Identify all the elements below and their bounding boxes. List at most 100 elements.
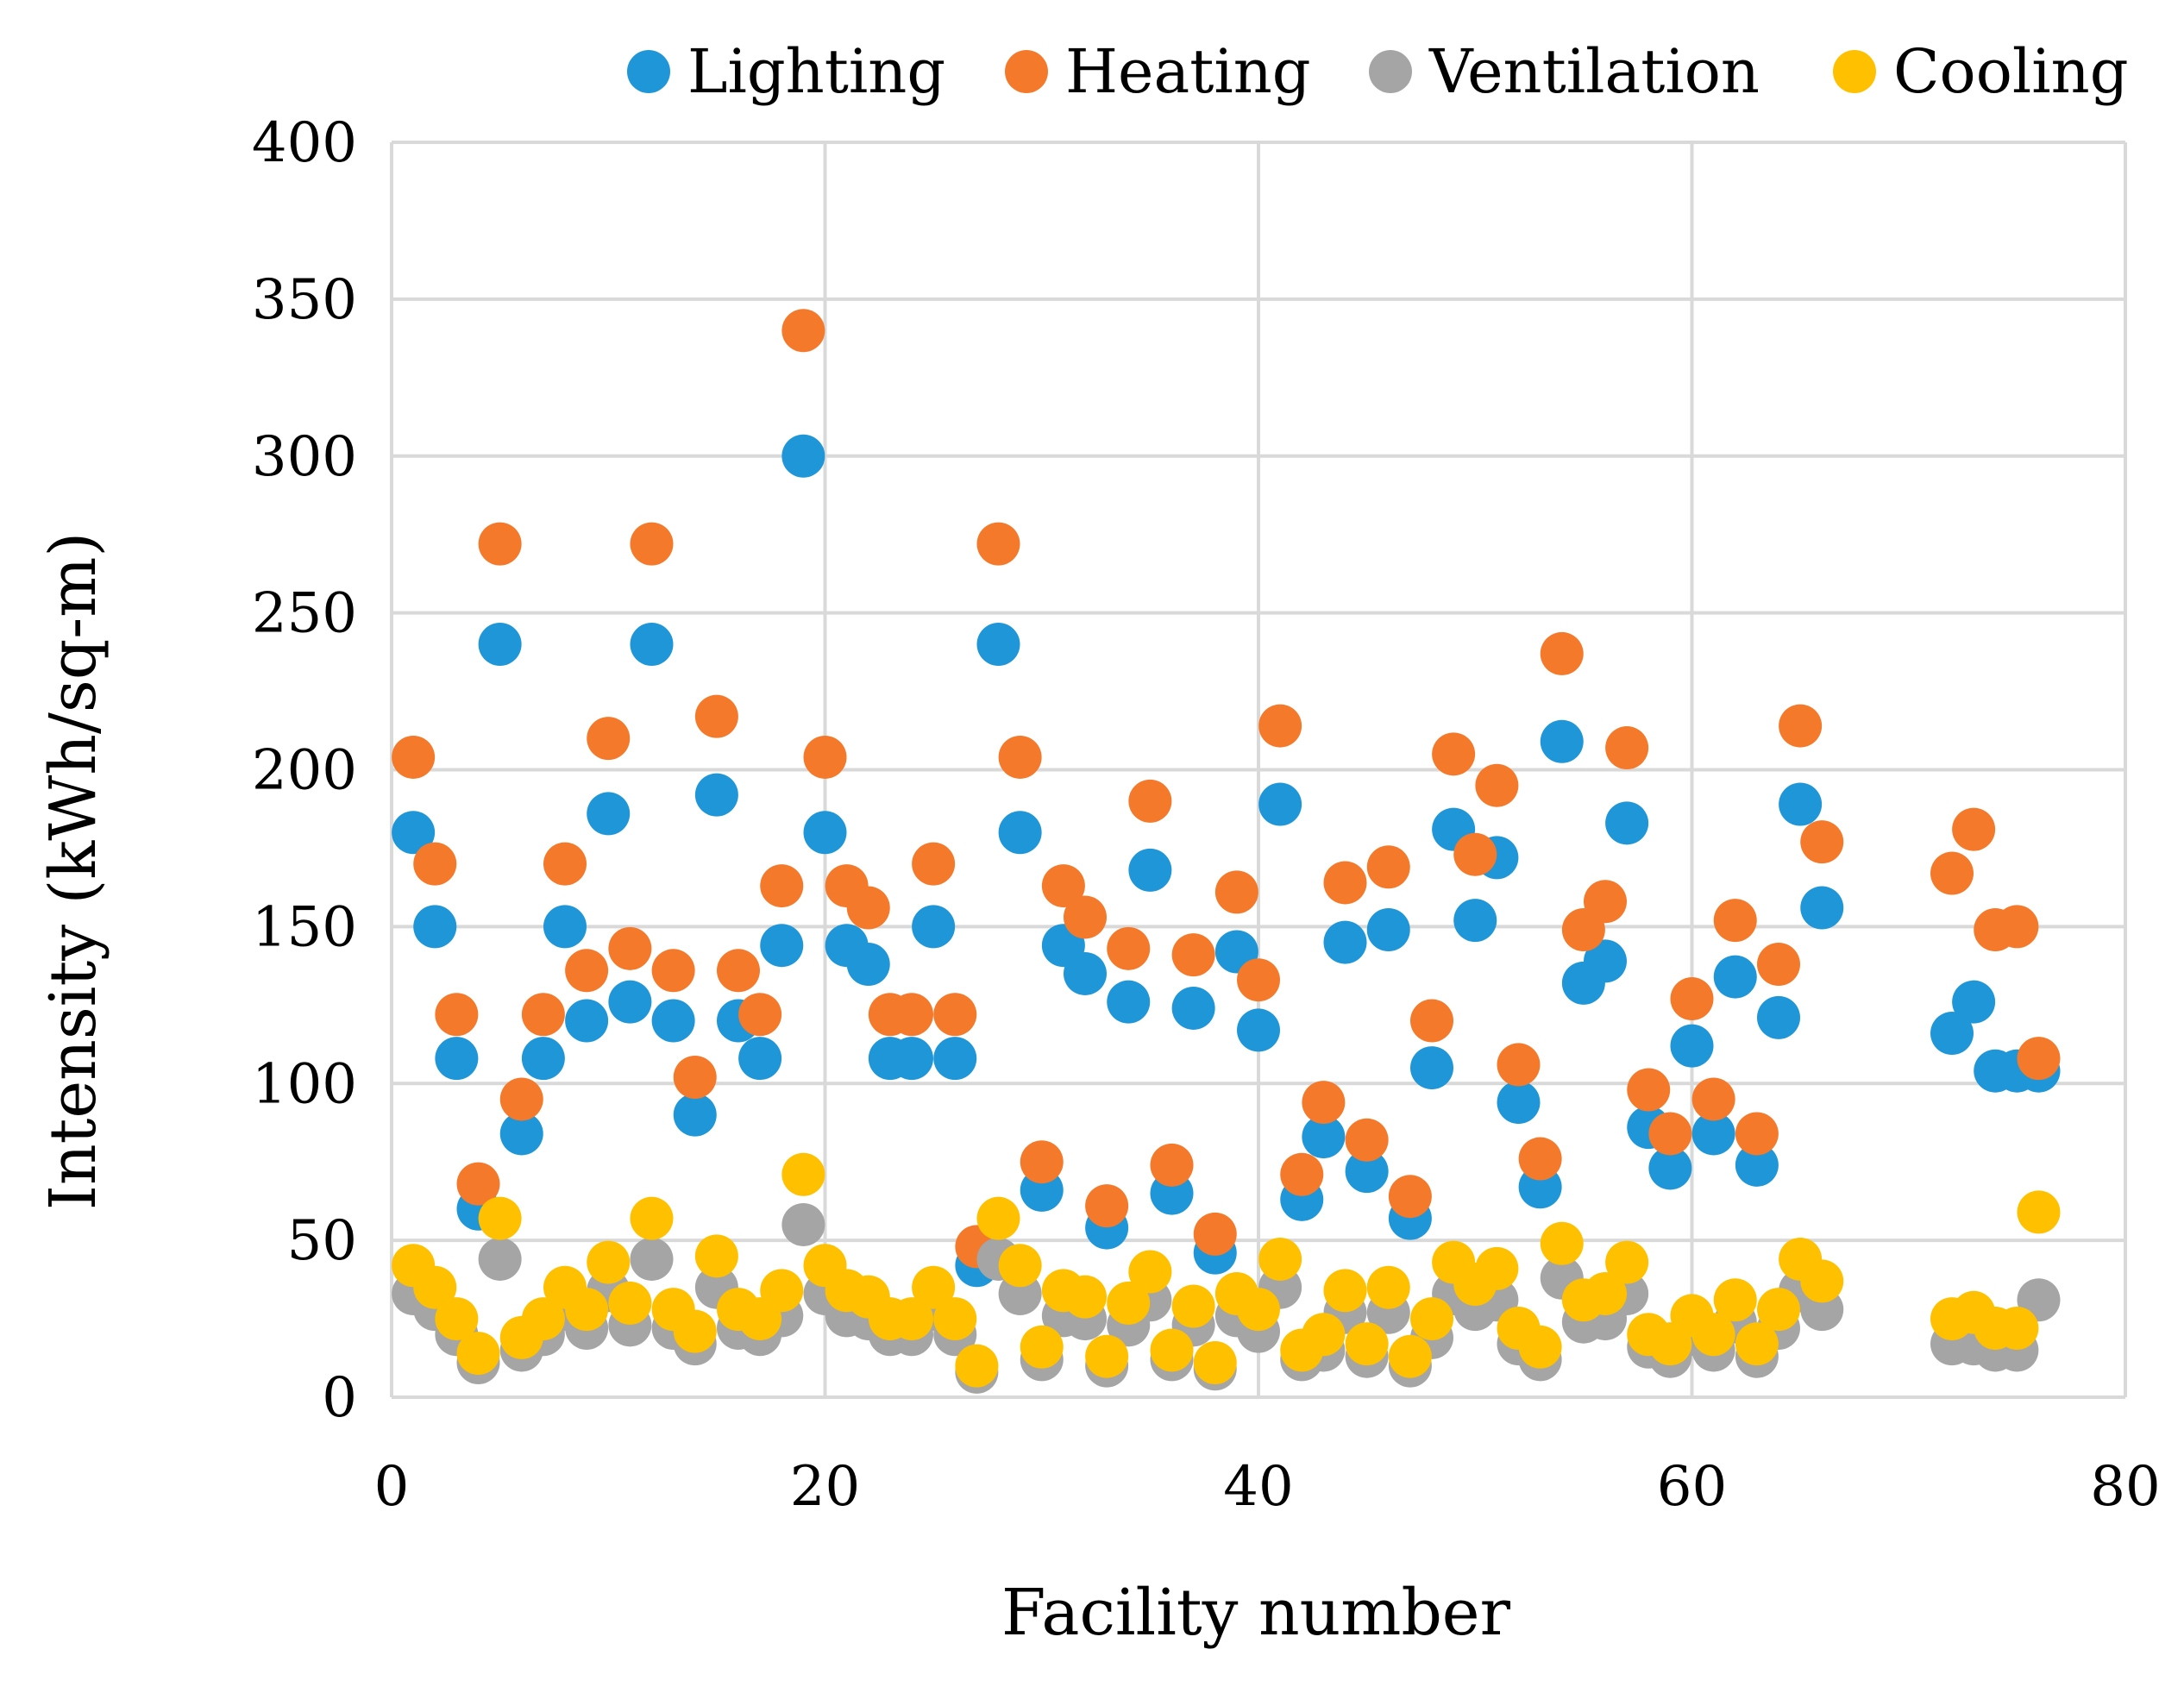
heating-point [1453,832,1497,876]
heating-point [1670,977,1714,1021]
cooling-point [1345,1322,1389,1366]
heating-point [1518,1137,1562,1181]
heating-point [521,993,565,1037]
lighting-point [435,1037,479,1081]
cooling-point [1258,1237,1302,1281]
grid [390,141,2127,1399]
cooling-point [1366,1265,1410,1309]
y-tick-label: 50 [287,1209,357,1273]
lighting-point [1735,1143,1779,1187]
lighting-point [1930,1012,1974,1056]
legend-label: Cooling [1893,36,2129,107]
heating-point [846,886,890,930]
heating-point [1648,1112,1692,1156]
x-tick-label: 80 [2090,1455,2160,1519]
heating-point [976,522,1020,566]
lighting-point [998,811,1042,855]
legend-marker [1005,50,1048,93]
lighting-point [1648,1146,1692,1190]
heating-point [565,949,609,993]
heating-point [1258,704,1302,748]
cooling-point [1584,1271,1627,1315]
series-cooling [392,1152,2061,1388]
heating-point [499,1077,543,1121]
cooling-point [1475,1246,1519,1290]
y-tick-label: 400 [252,111,357,175]
x-tick-label: 60 [1657,1455,1727,1519]
lighting-point [760,924,804,968]
lighting-point [1064,951,1107,995]
lighting-point [738,1037,782,1081]
heating-point [1107,926,1151,970]
y-tick-label: 100 [252,1052,357,1116]
cooling-point [435,1297,479,1341]
cooling-point [760,1269,804,1313]
cooling-point [1735,1322,1779,1366]
heating-point [1237,958,1280,1002]
data-points [392,309,2061,1394]
cooling-point [630,1196,674,1240]
legend-item-heating: Heating [1005,36,1311,107]
lighting-point [1540,719,1584,763]
cooling-point [933,1297,977,1341]
heating-point [630,522,674,566]
heating-point [1691,1077,1735,1121]
heating-point [760,864,804,908]
lighting-point [1779,782,1823,826]
cooling-point [998,1244,1042,1288]
axes: 0 50 100 150 200 250 300 350 400 0 20 40 60 80 [252,111,2161,1519]
y-tick-label: 300 [252,425,357,489]
heating-point [1779,704,1823,748]
cooling-point [976,1196,1020,1240]
cooling-point [1323,1269,1367,1313]
heating-point [717,949,760,993]
lighting-point [1345,1150,1389,1194]
cooling-point [1540,1221,1584,1265]
heating-point [608,926,652,970]
heating-point [803,735,847,779]
heating-point [1540,631,1584,675]
heating-point [1064,895,1107,939]
cooling-point [912,1265,956,1309]
cooling-point [694,1234,738,1278]
cooling-point [1085,1334,1129,1378]
cooling-point [1193,1340,1237,1384]
y-tick-label: 250 [252,582,357,646]
lighting-point [1258,782,1302,826]
cooling-point [478,1196,522,1240]
heating-point [1432,732,1476,776]
heating-point [413,842,457,886]
lighting-point [392,811,436,855]
cooling-point [1171,1284,1215,1328]
y-axis-title: Intensity (kWh/sq-m) [36,532,110,1211]
legend: Lighting Heating Ventilation Cooling [627,36,2129,107]
x-tick-label: 40 [1223,1455,1293,1519]
legend-marker [1369,50,1412,93]
heating-point [1128,779,1172,823]
lighting-point [781,434,825,478]
legend-label: Lighting [687,36,945,107]
heating-point [478,522,522,566]
lighting-point [890,1037,933,1081]
lighting-point [912,905,956,949]
lighting-point [1128,848,1172,892]
lighting-point [651,999,695,1043]
x-tick-label: 0 [374,1455,410,1519]
heating-point [1952,807,1996,851]
heating-point [651,949,695,993]
heating-point [1302,1081,1346,1125]
heating-point [673,1055,717,1099]
cooling-point [1064,1275,1107,1319]
heating-point [1627,1068,1671,1112]
heating-point [1605,726,1649,770]
cooling-point [1107,1281,1151,1325]
cooling-point [1757,1288,1800,1332]
cooling-point [608,1281,652,1325]
heating-point [1323,861,1367,905]
cooling-point [1237,1288,1280,1332]
cooling-point [1302,1313,1346,1357]
lighting-point [1410,1046,1453,1090]
heating-point [1995,905,2039,949]
